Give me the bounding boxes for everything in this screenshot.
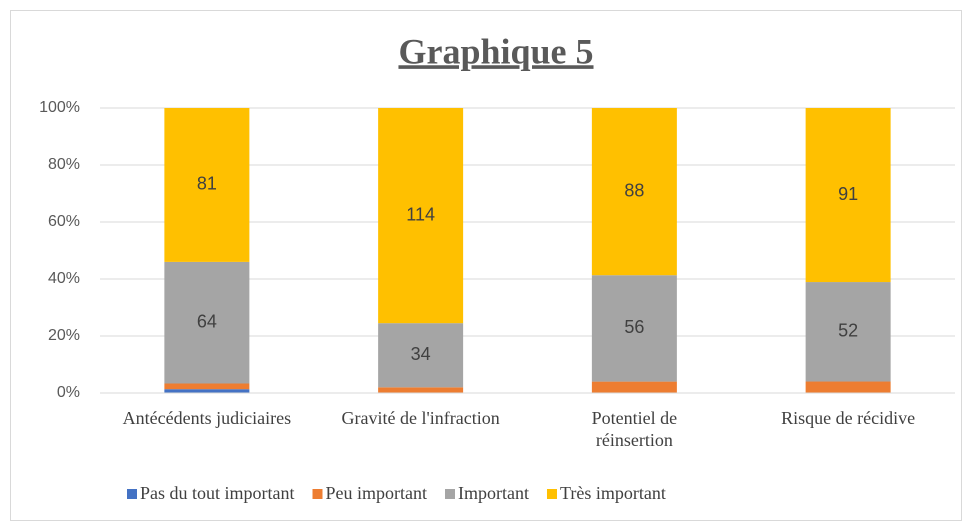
bar-segment [378, 323, 464, 388]
y-tick-label: 100% [39, 99, 80, 116]
bar-segment [805, 108, 891, 283]
chart-title: Graphique 5 [398, 31, 593, 71]
bar-segment [805, 381, 891, 393]
legend-label: Important [458, 483, 529, 503]
legend-swatch [546, 489, 557, 499]
x-tick-label: Gravité de l'infraction [341, 408, 500, 428]
bar-segment [591, 108, 677, 276]
data-label: 88 [624, 180, 644, 200]
legend-label: Peu important [326, 483, 428, 503]
bar-segment [378, 387, 464, 393]
data-label: 34 [411, 344, 431, 364]
legend-swatch [445, 489, 455, 499]
y-tick-label: 80% [48, 156, 80, 173]
bar-segment [164, 383, 250, 390]
y-tick-label: 60% [48, 213, 80, 230]
data-label: 64 [197, 311, 217, 331]
legend-swatch [127, 489, 137, 499]
y-tick-label: 40% [48, 270, 80, 287]
bar-segment [164, 261, 250, 384]
y-tick-label: 0% [57, 384, 80, 401]
data-label: 114 [406, 204, 435, 224]
data-label: 91 [838, 184, 858, 204]
bar-segment [805, 282, 891, 382]
bar-segment [164, 389, 250, 393]
data-label: 52 [838, 321, 858, 341]
y-tick-label: 20% [48, 327, 80, 344]
legend-swatch [312, 489, 323, 499]
bar-segment [591, 275, 677, 382]
bar-segment [591, 381, 677, 393]
x-tick-label: Potentiel de réinsertion [591, 408, 678, 450]
data-label: 81 [197, 174, 217, 194]
legend-label: Pas du tout important [140, 483, 295, 503]
bar-segment [164, 108, 250, 262]
x-tick-label: Risque de récidive [781, 408, 916, 428]
bar-segment [378, 108, 464, 324]
x-tick-label: Antécédents judiciaires [122, 408, 292, 428]
data-label: 56 [624, 317, 644, 337]
legend-label: Très important [560, 483, 666, 503]
